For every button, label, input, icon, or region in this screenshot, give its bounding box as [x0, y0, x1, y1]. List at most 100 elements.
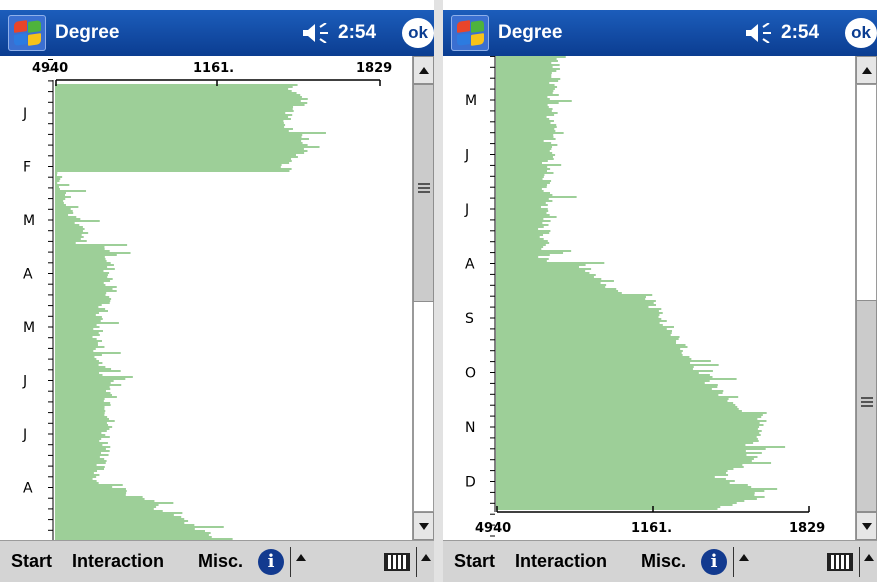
degree-bar — [55, 442, 108, 444]
degree-bar — [496, 406, 737, 408]
degree-bar — [496, 74, 551, 76]
caret-up-icon[interactable] — [739, 554, 749, 561]
keyboard-icon[interactable] — [827, 553, 853, 571]
info-icon[interactable]: i — [701, 549, 727, 575]
degree-bar — [55, 106, 293, 108]
right-pda-screen: Degree 2:54 ok 4940 1161. 1829 MJJASOND … — [443, 0, 877, 582]
degree-bar — [496, 482, 730, 484]
speaker-icon[interactable] — [301, 23, 337, 43]
vertical-scrollbar[interactable] — [412, 56, 434, 540]
degree-bar — [55, 134, 302, 136]
degree-bar — [55, 164, 282, 166]
scroll-down-button[interactable] — [856, 512, 877, 540]
scroll-up-button[interactable] — [856, 56, 877, 84]
degree-bar — [55, 398, 105, 400]
scroll-up-button[interactable] — [413, 56, 434, 84]
ok-button[interactable]: ok — [845, 18, 877, 48]
grip-line — [861, 401, 873, 403]
caret-up-icon[interactable] — [296, 554, 306, 561]
degree-bar — [55, 224, 79, 226]
degree-bar — [496, 280, 614, 282]
degree-bar — [55, 348, 96, 350]
windows-start-icon[interactable] — [8, 15, 46, 51]
degree-bar — [496, 182, 550, 184]
degree-bar — [55, 458, 104, 460]
degree-bar — [496, 398, 729, 400]
degree-bar — [55, 240, 87, 242]
degree-bar — [496, 304, 656, 306]
degree-bar — [496, 228, 538, 230]
degree-bar — [55, 384, 121, 386]
degree-bar — [55, 256, 105, 258]
degree-bar — [496, 480, 735, 482]
degree-bar — [496, 244, 546, 246]
bars-group — [55, 84, 326, 540]
speaker-icon[interactable] — [744, 23, 780, 43]
degree-bar — [55, 192, 66, 194]
degree-bar — [55, 358, 96, 360]
scroll-thumb[interactable] — [413, 84, 434, 302]
scroll-thumb[interactable] — [856, 300, 877, 512]
scroll-down-button[interactable] — [413, 512, 434, 540]
degree-bar — [496, 436, 757, 438]
degree-bar — [55, 520, 188, 522]
degree-bar — [55, 460, 107, 462]
degree-bar — [55, 188, 60, 190]
keyboard-icon[interactable] — [384, 553, 410, 571]
clock[interactable]: 2:54 — [338, 22, 376, 44]
degree-bar — [496, 404, 735, 406]
degree-bar — [496, 270, 585, 272]
degree-bar — [496, 174, 544, 176]
month-label: J — [464, 202, 469, 218]
menu-start[interactable]: Start — [11, 551, 52, 572]
month-label: O — [465, 366, 476, 382]
grip-line — [861, 405, 873, 407]
degree-bar — [496, 360, 711, 362]
menu-misc[interactable]: Misc. — [198, 551, 243, 572]
degree-bar — [55, 98, 308, 100]
degree-bar — [496, 118, 549, 120]
degree-bar — [496, 88, 555, 90]
degree-bar — [496, 326, 674, 328]
degree-bar — [496, 276, 594, 278]
degree-bar — [55, 184, 69, 186]
degree-bar — [55, 476, 96, 478]
degree-bar — [496, 350, 683, 352]
windows-start-icon[interactable] — [451, 15, 489, 51]
vertical-scrollbar[interactable] — [855, 56, 877, 540]
degree-bar — [55, 206, 78, 208]
caret-up-icon[interactable] — [421, 554, 431, 561]
degree-bar — [496, 70, 556, 72]
degree-bar — [55, 104, 305, 106]
menu-interaction[interactable]: Interaction — [72, 551, 164, 572]
degree-bar — [55, 526, 224, 528]
degree-bar — [55, 512, 182, 514]
degree-bar — [55, 528, 195, 530]
month-label: J — [464, 148, 469, 164]
caret-up-icon[interactable] — [864, 554, 874, 561]
degree-bar — [55, 246, 104, 248]
menu-misc[interactable]: Misc. — [641, 551, 686, 572]
degree-bar — [55, 354, 102, 356]
degree-bar — [496, 314, 659, 316]
degree-bar — [55, 324, 97, 326]
menu-interaction[interactable]: Interaction — [515, 551, 607, 572]
clock[interactable]: 2:54 — [781, 22, 819, 44]
info-icon[interactable]: i — [258, 549, 284, 575]
degree-bar — [55, 110, 294, 112]
degree-bar — [496, 224, 549, 226]
degree-bar — [496, 186, 547, 188]
degree-bar — [496, 234, 543, 236]
menu-start[interactable]: Start — [454, 551, 495, 572]
degree-bar — [496, 138, 556, 140]
degree-bar — [55, 450, 110, 452]
degree-bar — [55, 364, 99, 366]
degree-bar — [55, 94, 300, 96]
grip-line — [418, 191, 430, 193]
degree-bar — [496, 366, 694, 368]
degree-bar — [55, 138, 309, 140]
degree-bar — [496, 330, 672, 332]
ok-button[interactable]: ok — [402, 18, 434, 48]
degree-bar — [496, 444, 745, 446]
